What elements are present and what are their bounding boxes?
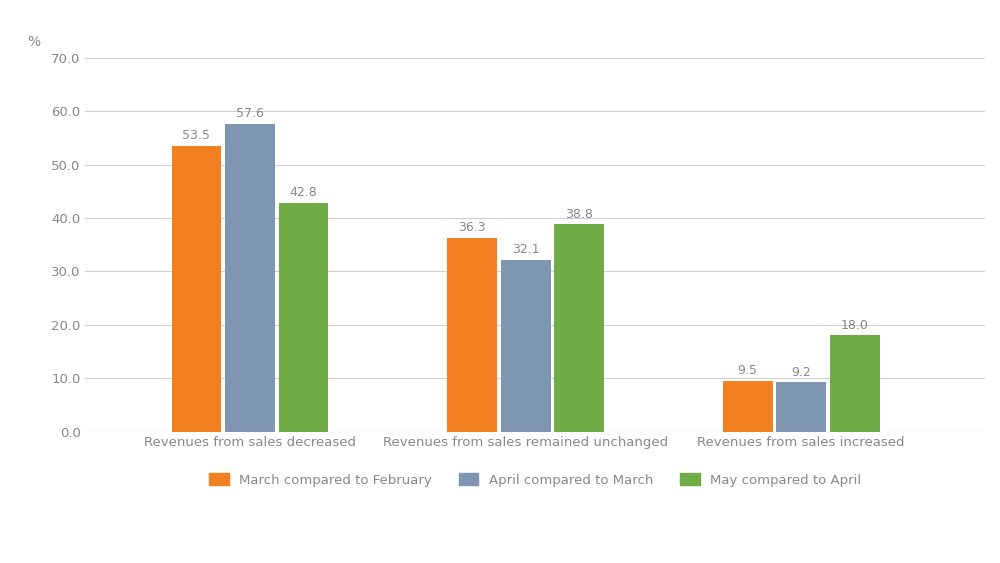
- Text: 42.8: 42.8: [290, 186, 317, 199]
- Bar: [447, 238, 497, 431]
- Bar: [172, 146, 221, 431]
- Bar: [225, 124, 275, 431]
- Text: %: %: [27, 35, 40, 50]
- Text: 32.1: 32.1: [512, 243, 539, 257]
- Text: 57.6: 57.6: [236, 108, 264, 120]
- Text: 36.3: 36.3: [458, 221, 486, 234]
- Bar: [830, 336, 880, 431]
- Bar: [776, 382, 826, 431]
- Text: 38.8: 38.8: [565, 208, 593, 221]
- Text: 9.2: 9.2: [791, 366, 811, 379]
- Text: 53.5: 53.5: [182, 129, 210, 142]
- Bar: [279, 203, 328, 431]
- Bar: [723, 381, 773, 431]
- Legend: March compared to February, April compared to March, May compared to April: March compared to February, April compar…: [204, 468, 866, 492]
- Bar: [501, 260, 551, 431]
- Bar: [554, 225, 604, 431]
- Text: 9.5: 9.5: [738, 364, 758, 377]
- Text: 18.0: 18.0: [841, 319, 869, 332]
